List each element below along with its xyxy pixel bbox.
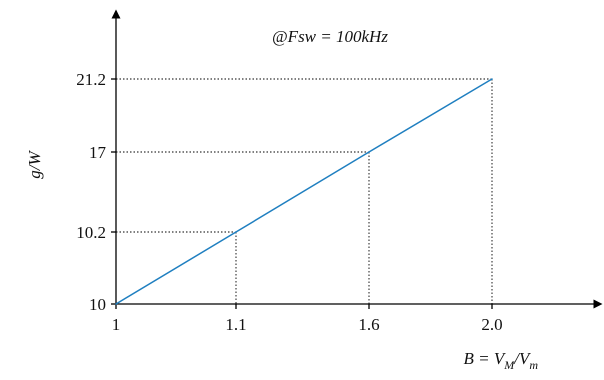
axis-ticks: 1 1.1 1.6 2.0 10 10.2 17 21.2 xyxy=(76,70,502,334)
x-tick-label: 1.1 xyxy=(225,315,246,334)
x-tick-label: 1.6 xyxy=(358,315,379,334)
y-tick-label: 21.2 xyxy=(76,70,106,89)
y-tick-label: 17 xyxy=(89,143,107,162)
y-tick-label: 10 xyxy=(89,295,106,314)
x-axis-label-sub1: M xyxy=(503,358,515,372)
data-point xyxy=(115,303,117,305)
x-axis-label-sub2: m xyxy=(529,358,538,372)
x-tick-label: 2.0 xyxy=(481,315,502,334)
y-axis-label: g/W xyxy=(25,149,44,178)
series-group xyxy=(115,78,493,305)
data-point xyxy=(491,78,493,80)
y-tick-label: 10.2 xyxy=(76,223,106,242)
series-line xyxy=(115,78,493,305)
guide-lines xyxy=(116,78,493,304)
data-point xyxy=(368,151,370,153)
chart-annotation: @Fsw = 100kHz xyxy=(272,27,388,46)
data-point xyxy=(235,231,237,233)
x-axis-label-base: B = V xyxy=(463,349,506,368)
x-axis-label-slash: /V xyxy=(513,349,532,368)
x-axis-label: B = VM/Vm xyxy=(463,349,538,372)
x-tick-label: 1 xyxy=(112,315,121,334)
